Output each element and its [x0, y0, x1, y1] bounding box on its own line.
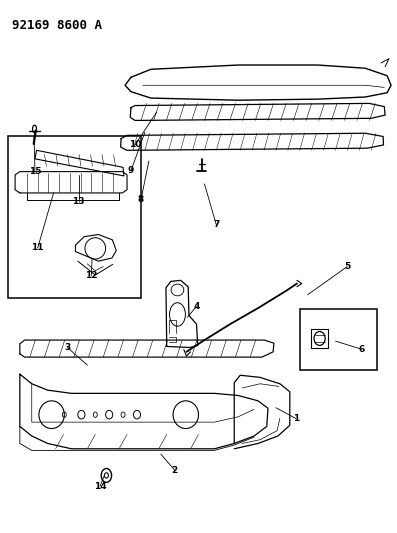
Text: 8: 8 — [138, 196, 144, 204]
Text: 3: 3 — [64, 343, 71, 352]
Text: 5: 5 — [344, 262, 351, 271]
Text: 14: 14 — [94, 482, 106, 490]
Bar — [300, 309, 377, 370]
Text: 12: 12 — [85, 271, 98, 280]
Text: 92169 8600 A: 92169 8600 A — [12, 19, 102, 31]
Text: 10: 10 — [129, 141, 141, 149]
Text: 7: 7 — [213, 221, 220, 229]
Text: 13: 13 — [72, 197, 85, 206]
Text: 2: 2 — [172, 466, 178, 474]
Text: 6: 6 — [358, 345, 364, 353]
Text: 15: 15 — [29, 167, 41, 176]
Text: 4: 4 — [193, 302, 200, 311]
Text: 9: 9 — [128, 166, 134, 175]
Bar — [8, 136, 141, 298]
Text: 11: 11 — [31, 244, 44, 252]
Text: 1: 1 — [293, 414, 299, 423]
